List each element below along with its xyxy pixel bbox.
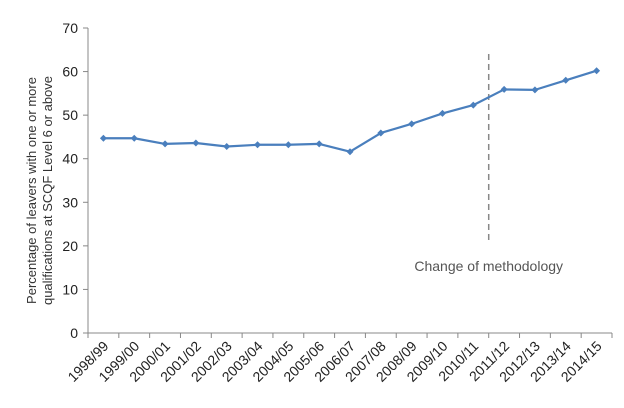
y-axis-title-line: Percentage of leavers with one or more	[24, 77, 39, 304]
data-point	[99, 134, 107, 142]
data-point	[284, 141, 292, 149]
y-axis: 0 10 20 30 40 50 60 70	[62, 20, 89, 341]
y-tick-label: 0	[70, 325, 78, 341]
data-point	[346, 148, 354, 156]
data-point	[254, 141, 262, 149]
y-tick-label: 10	[62, 281, 78, 297]
y-tick-label: 60	[62, 64, 78, 80]
y-axis-label: Percentage of leavers with one or morequ…	[24, 76, 55, 305]
data-point	[469, 101, 477, 109]
data-point	[531, 86, 539, 94]
y-axis-title: Percentage of leavers with one or morequ…	[24, 76, 55, 305]
y-tick-label: 30	[62, 194, 78, 210]
data-point	[130, 134, 138, 142]
methodology-annotation-text: Change of methodology	[414, 258, 563, 274]
methodology-annotation: Change of methodology	[414, 54, 563, 274]
y-tick-label: 50	[62, 107, 78, 123]
data-point	[161, 140, 169, 148]
y-tick-label: 20	[62, 238, 78, 254]
data-point	[377, 129, 385, 137]
data-point	[562, 76, 570, 84]
data-point	[192, 139, 200, 147]
y-axis-title-line: qualifications at SCQF Level 6 or above	[40, 76, 55, 305]
series-group	[99, 67, 601, 156]
data-point	[315, 140, 323, 148]
data-point	[438, 109, 446, 117]
data-point	[593, 67, 601, 75]
data-point	[500, 85, 508, 93]
data-point	[223, 143, 231, 151]
y-tick-label: 70	[62, 20, 78, 36]
y-tick-label: 40	[62, 151, 78, 167]
data-point	[408, 120, 416, 128]
x-axis: 1998/991999/002000/012001/022002/032003/…	[64, 332, 613, 385]
series-line	[103, 69, 597, 153]
